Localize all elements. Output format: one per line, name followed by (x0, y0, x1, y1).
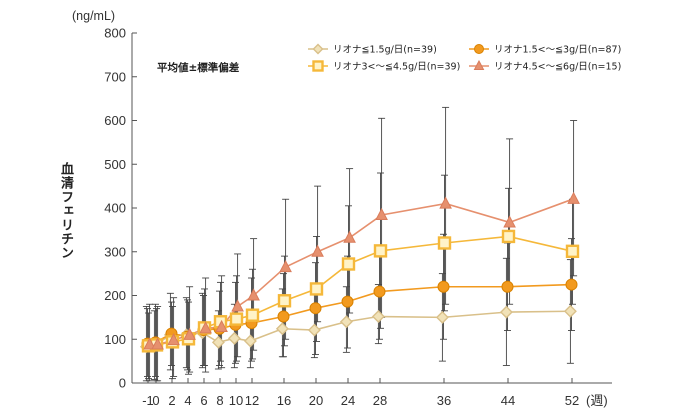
legend-label: リオナ≦1.5g/日(n=39) (333, 45, 437, 56)
data-point-triangle (439, 196, 452, 209)
data-point-triangle (215, 319, 228, 332)
data-point-square (565, 244, 580, 259)
x-tick-label: 12 (245, 393, 259, 408)
data-point-triangle (151, 337, 164, 350)
legend: リオナ≦1.5g/日(n=39) リオナ1.5<～≦3g/日(n=87) リオナ3<… (308, 43, 621, 73)
data-point-square (277, 294, 292, 308)
data-point-triangle (343, 230, 356, 243)
data-point-square (501, 229, 516, 244)
data-point-triangle (311, 244, 324, 257)
data-point-square (341, 257, 356, 271)
y-tick-label: 800 (104, 26, 126, 41)
x-tick-label: 52 (565, 393, 579, 408)
legend-marker-diamond (312, 43, 324, 55)
data-point-diamond (563, 304, 577, 318)
legend-marker-circle (474, 44, 484, 54)
y-tick-label: 400 (104, 201, 126, 216)
data-point-circle (501, 280, 514, 293)
x-tick-label: -1 (142, 393, 154, 408)
x-tick-label: 4 (184, 393, 191, 408)
legend-label: リオナ3<～≦4.5g/日(n=39) (333, 62, 460, 73)
x-tick-label: 20 (309, 393, 323, 408)
legend-marker-square (312, 60, 324, 72)
data-point-triangle (567, 191, 580, 204)
data-point-circle (565, 278, 578, 291)
data-point-square (309, 282, 324, 296)
data-point-square (373, 244, 388, 258)
y-tick-label: 0 (119, 376, 126, 391)
data-point-diamond (227, 331, 241, 345)
x-unit-label: (週) (586, 393, 608, 408)
error-bars (142, 106, 578, 382)
data-point-triangle (183, 327, 196, 340)
y-axis-label: 血清フェリチン (58, 162, 73, 260)
x-tick-label: 8 (216, 393, 223, 408)
data-point-square (437, 236, 452, 250)
y-tick-label: 600 (104, 113, 126, 128)
y-tick-label: 300 (104, 244, 126, 259)
data-point-triangle (503, 215, 516, 228)
data-point-circle (277, 310, 290, 323)
data-point-square (245, 308, 260, 322)
series-markers (139, 191, 580, 354)
x-tick-label: 36 (437, 393, 451, 408)
x-tick-label: 24 (341, 393, 355, 408)
data-point-diamond (275, 322, 289, 336)
y-tick-label: 500 (104, 157, 126, 172)
y-tick-label: 200 (104, 288, 126, 303)
x-tick-label: 28 (373, 393, 387, 408)
x-tick-label: 16 (277, 393, 291, 408)
data-point-diamond (211, 335, 225, 349)
y-tick-label: 700 (104, 69, 126, 84)
data-point-triangle (231, 299, 244, 312)
data-point-triangle (167, 333, 180, 346)
data-point-diamond (339, 315, 353, 329)
stat-note: 平均値±標準偏差 (157, 61, 240, 74)
data-point-diamond (307, 323, 321, 337)
data-point-circle (373, 285, 386, 298)
data-point-square (229, 312, 244, 326)
y-unit-label: (ng/mL) (72, 9, 115, 23)
data-point-triangle (143, 337, 156, 350)
data-point-triangle (199, 321, 212, 334)
x-tick-label: 44 (501, 393, 515, 408)
data-point-circle (309, 302, 322, 315)
x-tick-label: 2 (168, 393, 175, 408)
data-point-diamond (371, 310, 385, 323)
x-tick-label: 10 (229, 393, 243, 408)
legend-label: リオナ1.5<～≦3g/日(n=87) (494, 45, 621, 56)
data-point-diamond (435, 310, 449, 324)
data-point-diamond (243, 334, 257, 348)
legend-label: リオナ4.5<～≦6g/日(n=15) (494, 62, 621, 73)
data-point-circle (341, 295, 354, 308)
data-point-triangle (247, 288, 260, 301)
legend-marker-triangle (473, 59, 485, 70)
data-point-triangle (375, 207, 388, 220)
x-tick-label: 6 (200, 393, 207, 408)
data-point-circle (437, 280, 450, 293)
x-tick-label: 0 (152, 393, 159, 408)
data-point-diamond (499, 305, 513, 319)
data-point-triangle (279, 259, 292, 273)
y-tick-label: 100 (104, 332, 126, 347)
